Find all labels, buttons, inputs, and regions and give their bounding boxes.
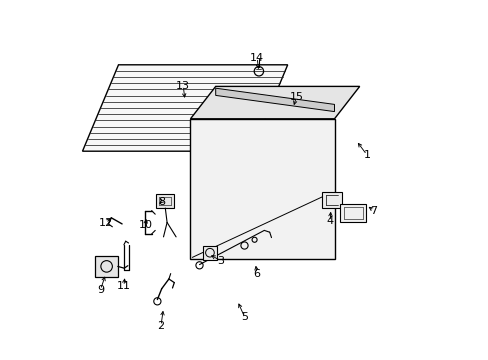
Text: 12: 12 [99, 218, 113, 228]
Text: 14: 14 [249, 53, 264, 63]
Text: 3: 3 [217, 256, 224, 266]
Polygon shape [203, 246, 216, 260]
Text: 2: 2 [157, 321, 164, 331]
Polygon shape [190, 119, 334, 259]
Text: 4: 4 [326, 216, 333, 226]
Polygon shape [190, 86, 359, 119]
Text: 8: 8 [158, 197, 165, 207]
Text: 11: 11 [117, 281, 131, 291]
Text: 1: 1 [363, 150, 369, 160]
Text: 9: 9 [97, 285, 104, 295]
Polygon shape [215, 88, 334, 112]
Polygon shape [95, 256, 118, 277]
Text: 10: 10 [138, 220, 152, 230]
Polygon shape [82, 65, 287, 151]
Polygon shape [322, 192, 342, 208]
Text: 15: 15 [289, 92, 303, 102]
Text: 6: 6 [253, 269, 260, 279]
Text: 13: 13 [176, 81, 190, 91]
Text: 5: 5 [241, 312, 247, 322]
Polygon shape [340, 204, 366, 222]
Polygon shape [156, 194, 174, 208]
Text: 7: 7 [370, 206, 377, 216]
